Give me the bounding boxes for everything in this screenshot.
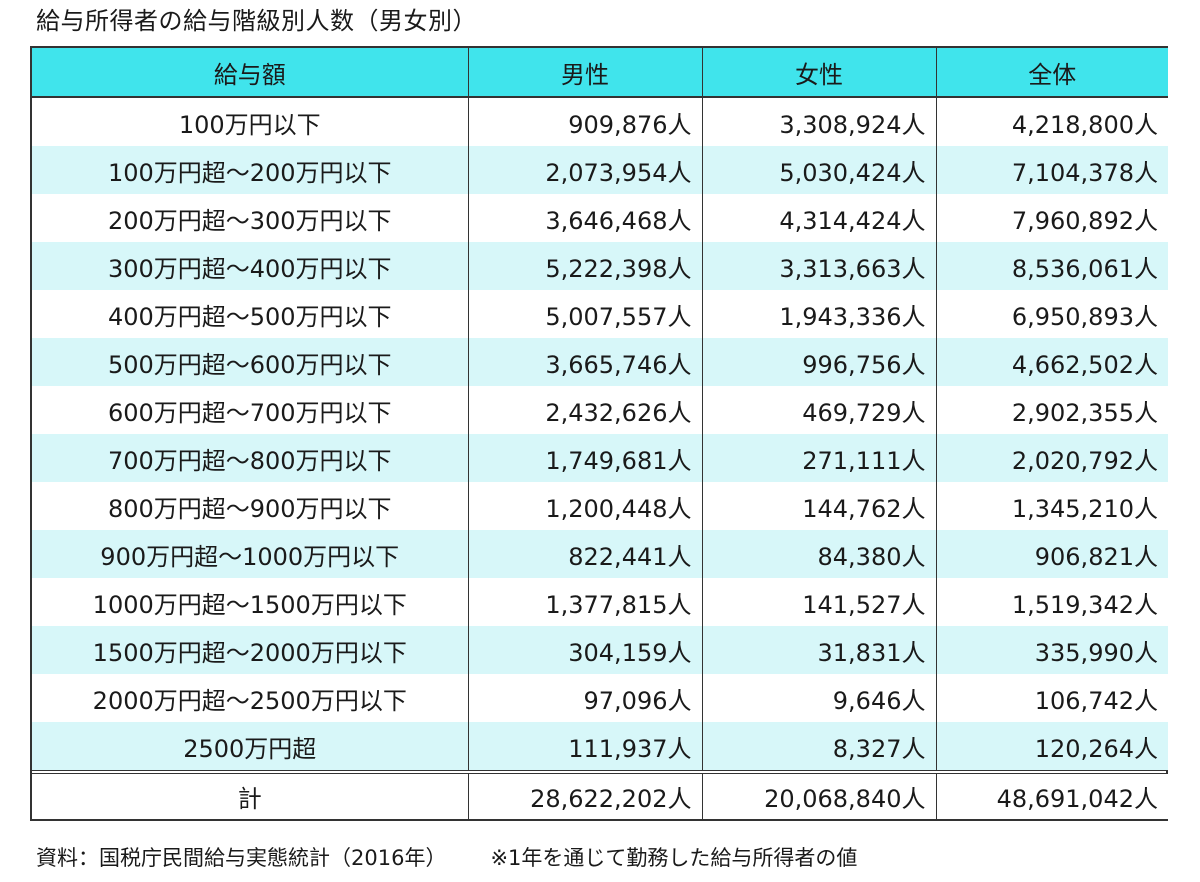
cell-total: 4,218,800人 bbox=[935, 97, 1168, 146]
table-row: 200万円超～300万円以下 3,646,468人 4,314,424人 7,960,… bbox=[32, 194, 1168, 242]
cell-female: 469,729人 bbox=[701, 386, 936, 434]
cell-female: 5,030,424人 bbox=[701, 146, 936, 194]
cell-total: 2,902,355人 bbox=[935, 386, 1168, 434]
cell-total: 120,264人 bbox=[935, 722, 1168, 772]
cell-male: 3,646,468人 bbox=[467, 194, 702, 242]
cell-male: 2,073,954人 bbox=[467, 146, 702, 194]
cell-female: 84,380人 bbox=[701, 530, 936, 578]
cell-female: 996,756人 bbox=[701, 338, 936, 386]
cell-salary-range: 1500万円超～2000万円以下 bbox=[32, 626, 468, 674]
salary-distribution-table: 給与額 男性 女性 全体 100万円以下 909,876人 3,308,924人 4,… bbox=[32, 48, 1168, 819]
table-row: 400万円超～500万円以下 5,007,557人 1,943,336人 6,950,… bbox=[32, 290, 1168, 338]
cell-total: 8,536,061人 bbox=[935, 242, 1168, 290]
totals-row: 計 28,622,202人 20,068,840人 48,691,042人 bbox=[32, 770, 1168, 819]
cell-total: 1,519,342人 bbox=[935, 578, 1168, 626]
cell-total: 2,020,792人 bbox=[935, 434, 1168, 482]
cell-female: 3,308,924人 bbox=[701, 97, 936, 146]
cell-salary-range: 800万円超～900万円以下 bbox=[32, 482, 468, 530]
header-row: 給与額 男性 女性 全体 bbox=[32, 48, 1168, 98]
cell-male: 822,441人 bbox=[467, 530, 702, 578]
table-footer: 計 28,622,202人 20,068,840人 48,691,042人 bbox=[32, 770, 1168, 819]
cell-total: 7,104,378人 bbox=[935, 146, 1168, 194]
source-footnote: 資料：国税庁民間給与実態統計（2016年） ※1年を通じて勤務した給与所得者の値 bbox=[36, 843, 857, 873]
totals-label: 計 bbox=[32, 770, 468, 819]
cell-total: 7,960,892人 bbox=[935, 194, 1168, 242]
cell-male: 1,377,815人 bbox=[467, 578, 702, 626]
table-row: 900万円超～1000万円以下 822,441人 84,380人 906,821人 bbox=[32, 530, 1168, 578]
cell-salary-range: 700万円超～800万円以下 bbox=[32, 434, 468, 482]
column-header-male: 男性 bbox=[467, 48, 702, 98]
cell-female: 3,313,663人 bbox=[701, 242, 936, 290]
cell-salary-range: 900万円超～1000万円以下 bbox=[32, 530, 468, 578]
table-header: 給与額 男性 女性 全体 bbox=[32, 48, 1168, 98]
totals-total: 48,691,042人 bbox=[935, 770, 1168, 819]
cell-total: 906,821人 bbox=[935, 530, 1168, 578]
cell-male: 1,200,448人 bbox=[467, 482, 702, 530]
cell-female: 9,646人 bbox=[701, 674, 936, 722]
table-row: 100万円以下 909,876人 3,308,924人 4,218,800人 bbox=[32, 97, 1168, 146]
column-header-total: 全体 bbox=[935, 48, 1168, 98]
table-body: 100万円以下 909,876人 3,308,924人 4,218,800人 100万円… bbox=[32, 97, 1168, 772]
cell-salary-range: 100万円超～200万円以下 bbox=[32, 146, 468, 194]
cell-salary-range: 2500万円超 bbox=[32, 722, 468, 772]
cell-male: 97,096人 bbox=[467, 674, 702, 722]
cell-salary-range: 500万円超～600万円以下 bbox=[32, 338, 468, 386]
table-row: 100万円超～200万円以下 2,073,954人 5,030,424人 7,104,… bbox=[32, 146, 1168, 194]
cell-female: 31,831人 bbox=[701, 626, 936, 674]
table-row: 600万円超～700万円以下 2,432,626人 469,729人 2,902,35… bbox=[32, 386, 1168, 434]
table-row: 1500万円超～2000万円以下 304,159人 31,831人 335,990人 bbox=[32, 626, 1168, 674]
cell-male: 5,222,398人 bbox=[467, 242, 702, 290]
cell-salary-range: 2000万円超～2500万円以下 bbox=[32, 674, 468, 722]
table-row: 2000万円超～2500万円以下 97,096人 9,646人 106,742人 bbox=[32, 674, 1168, 722]
table-row: 2500万円超 111,937人 8,327人 120,264人 bbox=[32, 722, 1168, 772]
cell-male: 3,665,746人 bbox=[467, 338, 702, 386]
cell-male: 2,432,626人 bbox=[467, 386, 702, 434]
column-header-salary: 給与額 bbox=[32, 48, 468, 98]
cell-total: 6,950,893人 bbox=[935, 290, 1168, 338]
cell-male: 111,937人 bbox=[467, 722, 702, 772]
column-header-female: 女性 bbox=[701, 48, 936, 98]
source-text: 資料：国税庁民間給与実態統計（2016年） bbox=[36, 846, 447, 870]
cell-salary-range: 1000万円超～1500万円以下 bbox=[32, 578, 468, 626]
cell-female: 271,111人 bbox=[701, 434, 936, 482]
cell-salary-range: 100万円以下 bbox=[32, 97, 468, 146]
cell-male: 304,159人 bbox=[467, 626, 702, 674]
totals-male: 28,622,202人 bbox=[467, 770, 702, 819]
cell-female: 144,762人 bbox=[701, 482, 936, 530]
salary-table-container: 給与額 男性 女性 全体 100万円以下 909,876人 3,308,924人 4,… bbox=[30, 46, 1168, 821]
table-row: 1000万円超～1500万円以下 1,377,815人 141,527人 1,519,… bbox=[32, 578, 1168, 626]
cell-female: 141,527人 bbox=[701, 578, 936, 626]
cell-total: 335,990人 bbox=[935, 626, 1168, 674]
cell-salary-range: 600万円超～700万円以下 bbox=[32, 386, 468, 434]
cell-male: 5,007,557人 bbox=[467, 290, 702, 338]
cell-female: 4,314,424人 bbox=[701, 194, 936, 242]
table-row: 700万円超～800万円以下 1,749,681人 271,111人 2,020,79… bbox=[32, 434, 1168, 482]
table-title: 給与所得者の給与階級別人数（男女別） bbox=[36, 7, 477, 35]
cell-salary-range: 300万円超～400万円以下 bbox=[32, 242, 468, 290]
note-text: ※1年を通じて勤務した給与所得者の値 bbox=[490, 846, 858, 870]
cell-female: 8,327人 bbox=[701, 722, 936, 772]
cell-total: 4,662,502人 bbox=[935, 338, 1168, 386]
table-row: 300万円超～400万円以下 5,222,398人 3,313,663人 8,536,… bbox=[32, 242, 1168, 290]
cell-male: 1,749,681人 bbox=[467, 434, 702, 482]
cell-male: 909,876人 bbox=[467, 97, 702, 146]
table-row: 500万円超～600万円以下 3,665,746人 996,756人 4,662,50… bbox=[32, 338, 1168, 386]
cell-salary-range: 400万円超～500万円以下 bbox=[32, 290, 468, 338]
cell-female: 1,943,336人 bbox=[701, 290, 936, 338]
cell-salary-range: 200万円超～300万円以下 bbox=[32, 194, 468, 242]
totals-female: 20,068,840人 bbox=[701, 770, 936, 819]
cell-total: 106,742人 bbox=[935, 674, 1168, 722]
cell-total: 1,345,210人 bbox=[935, 482, 1168, 530]
table-row: 800万円超～900万円以下 1,200,448人 144,762人 1,345,21… bbox=[32, 482, 1168, 530]
